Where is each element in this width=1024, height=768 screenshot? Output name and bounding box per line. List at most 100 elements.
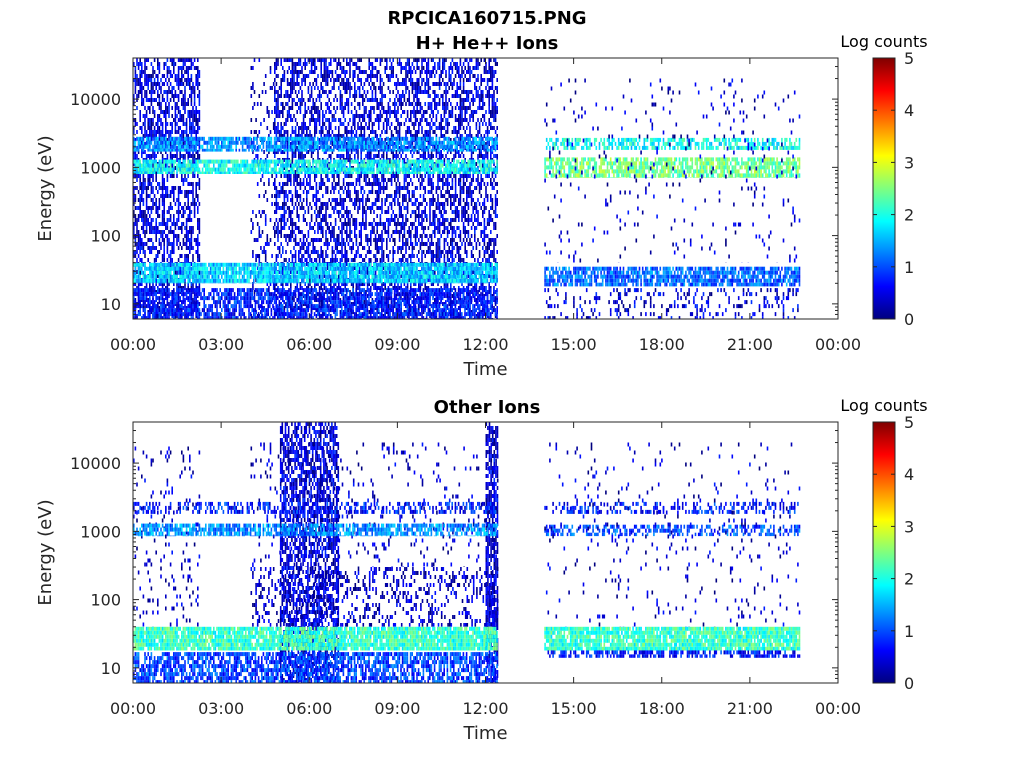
heatmap-cell-band-1 (252, 226, 254, 230)
heatmap-cell-band-2 (326, 82, 329, 86)
heatmap-cell-band-0 (157, 82, 159, 86)
heatmap-cell-band-0 (150, 206, 153, 210)
heatmap-cell-band-2 (424, 118, 426, 122)
heatmap-cell-band-2 (371, 206, 374, 210)
heatmap-cell-band-2 (384, 186, 386, 190)
heatmap-cell-band-0 (152, 178, 154, 182)
heatmap-cell-band-2 (398, 58, 401, 62)
heatmap-cell-band-2 (378, 190, 380, 194)
heatmap-cell-band-2 (363, 118, 366, 122)
heatmap-cell-band-2 (368, 206, 370, 210)
heatmap-cell-band-0 (187, 214, 189, 218)
heatmap-cell-band-2 (339, 106, 342, 110)
heatmap-cell-band-0 (136, 218, 138, 222)
heatmap-cell-band-2 (282, 214, 284, 218)
heatmap-cell-band-2 (384, 210, 386, 214)
heatmap-cell-band-1 (252, 250, 254, 254)
heatmap-cell-band-0 (177, 206, 180, 210)
heatmap-cell-band-2 (418, 178, 420, 182)
heatmap-cell-band-0 (163, 246, 165, 250)
heatmap-cell-band-0 (158, 94, 161, 98)
heatmap-cell-band-2 (413, 174, 415, 178)
heatmap-cell-band-0 (141, 258, 143, 262)
heatmap-cell-band-2 (312, 194, 314, 198)
heatmap-cell-band-2 (334, 242, 337, 246)
heatmap-cell-band-2 (358, 114, 361, 118)
heatmap-cell-band-0 (155, 82, 157, 86)
heatmap-cell-band-0 (137, 90, 140, 94)
heatmap-cell-band-2 (320, 206, 322, 210)
heatmap-cell-band-2 (400, 82, 402, 86)
heatmap-cell-band-0 (189, 154, 191, 158)
heatmap-cell-band-2 (290, 114, 292, 118)
heatmap-cell-band-0 (173, 250, 175, 254)
heatmap-cell-band-2 (411, 226, 414, 230)
heatmap-cell-band-2 (392, 286, 394, 290)
heatmap-cell-band-0 (134, 154, 137, 158)
heatmap-cell-band-0 (141, 74, 143, 78)
heatmap-cell-band-2 (411, 78, 414, 82)
heatmap-cell-band-2 (339, 202, 342, 206)
heatmap-cell-band-2 (381, 114, 383, 118)
heatmap-cell-band-2 (371, 94, 374, 98)
heatmap-cell-band-1 (266, 238, 269, 242)
heatmap-cell-band-2 (286, 182, 289, 186)
heatmap-cell-band-2 (325, 202, 327, 206)
heatmap-cell-band-2 (370, 230, 372, 234)
heatmap-cell-band-2 (315, 314, 318, 318)
heatmap-cell-band-2 (328, 74, 330, 78)
heatmap-cell-band-0 (152, 86, 154, 90)
heatmap-cell-band-2 (405, 238, 407, 242)
heatmap-cell-band-2 (382, 186, 385, 190)
heatmap-cell-band-1 (250, 130, 253, 134)
heatmap-cell-band-2 (362, 86, 364, 90)
heatmap-cell-band-2 (379, 186, 382, 190)
heatmap-cell-band-2 (397, 154, 399, 158)
heatmap-cell-band-2 (333, 230, 335, 234)
heatmap-cell-band-2 (422, 218, 425, 222)
heatmap-cell-band-2 (398, 94, 401, 98)
heatmap-cell-band-0 (177, 94, 180, 98)
heatmap-cell-band-2 (427, 190, 430, 194)
heatmap-cell-band-2 (322, 254, 324, 258)
heatmap-cell-band-0 (144, 126, 146, 130)
heatmap-cell-band-2 (328, 106, 330, 110)
heatmap-cell-band-2 (376, 174, 378, 178)
heatmap-cell-band-2 (429, 174, 431, 178)
heatmap-cell-band-0 (174, 110, 177, 114)
heatmap-cell-band-2 (392, 110, 394, 114)
heatmap-cell-band-2 (302, 246, 305, 250)
heatmap-cell-band-2 (344, 230, 346, 234)
heatmap-cell-band-2 (346, 62, 348, 66)
heatmap-cell-band-0 (142, 222, 145, 226)
heatmap-cell-band-0 (193, 214, 196, 218)
heatmap-cell-band-2 (414, 230, 417, 234)
heatmap-cell-band-2 (312, 114, 314, 118)
heatmap-cell-band-2 (339, 210, 342, 214)
heatmap-cell-band-0 (190, 234, 193, 238)
heatmap-cell-band-0 (176, 78, 178, 82)
heatmap-cell-band-1 (256, 238, 259, 242)
heatmap-cell-band-0 (145, 82, 148, 86)
heatmap-cell-band-2 (381, 186, 383, 190)
heatmap-cell-band-2 (370, 130, 372, 134)
heatmap-cell-band-2 (424, 174, 426, 178)
heatmap-cell-band-2 (346, 82, 348, 86)
heatmap-cell-band-2 (299, 230, 302, 234)
heatmap-cell-band-0 (192, 174, 194, 178)
heatmap-cell-band-2 (318, 130, 321, 134)
heatmap-cell-band-2 (414, 82, 417, 86)
heatmap-cell-band-2 (318, 58, 321, 62)
heatmap-cell-band-2 (411, 194, 414, 198)
heatmap-cell-band-2 (294, 238, 297, 242)
heatmap-cell-band-2 (286, 102, 289, 106)
heatmap-cell-band-2 (387, 122, 390, 126)
heatmap-cell-band-2 (347, 242, 350, 246)
heatmap-cell-band-0 (190, 226, 193, 230)
heatmap-cell-band-0 (197, 218, 199, 222)
heatmap-cell-band-2 (403, 242, 406, 246)
heatmap-cell-band-2 (418, 258, 420, 262)
heatmap-cell-band-0 (144, 182, 146, 186)
heatmap-cell-band-2 (418, 86, 420, 90)
heatmap-cell-band-2 (379, 118, 382, 122)
